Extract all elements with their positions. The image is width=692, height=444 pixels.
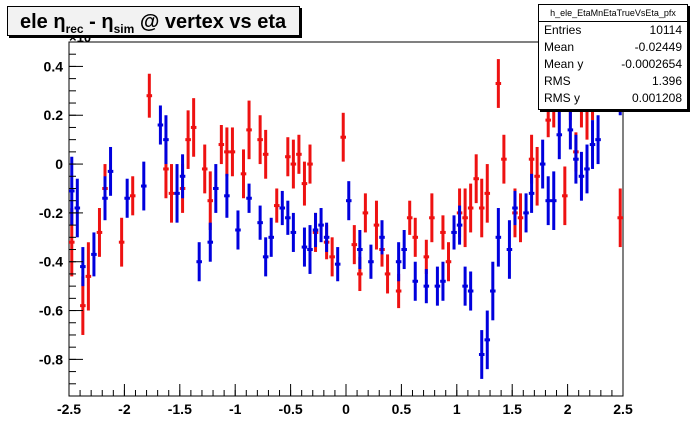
stats-label: RMS: [544, 74, 571, 88]
title-part1: ele: [20, 11, 54, 33]
stats-box: h_ele_EtaMnEtaTrueVsEta_pfx Entries 1011…: [538, 4, 688, 110]
x-tick-label: 0.5: [392, 401, 412, 417]
stats-label: Mean y: [544, 57, 584, 71]
stats-value: 10114: [649, 23, 682, 37]
x-tick-label: -2.5: [57, 401, 81, 417]
x-tick-label: 0: [342, 401, 350, 417]
axes: -2.5 -2 -1.5 -1 -0.5 0 0.5 1 1.5 2 2.5 -0.8 -0.6 -0.4…: [39, 41, 633, 417]
x-tick-label: 2: [564, 401, 572, 417]
stats-label: Mean: [544, 40, 575, 54]
stats-label: RMS y: [544, 91, 580, 105]
y-tick-label: -0.8: [39, 351, 63, 367]
stats-row-mean-y: Mean y -0.0002654: [539, 56, 687, 73]
title-sub-sim: sim: [113, 22, 135, 36]
stats-value: -0.02449: [634, 40, 682, 54]
data-series: [69, 59, 623, 379]
series-1: [69, 66, 623, 379]
x-tick-label: -1: [229, 401, 242, 417]
x-tick-label: -1.5: [168, 401, 192, 417]
y-tick-label: -0.6: [39, 303, 63, 319]
y-tick-label: 0.4: [44, 58, 64, 74]
stats-value: 0.001208: [631, 91, 682, 105]
stats-value: -0.0002654: [621, 57, 682, 71]
title-part2: -: [83, 11, 102, 33]
title-eta2: η: [101, 11, 114, 33]
y-tick-label: 0.2: [44, 107, 64, 123]
stats-histogram-name: h_ele_EtaMnEtaTrueVsEta_pfx: [539, 5, 687, 22]
stats-row-mean: Mean -0.02449: [539, 39, 687, 56]
x-tick-label: 1: [453, 401, 461, 417]
stats-row-rms: RMS 1.396: [539, 73, 687, 90]
y-tick-label: 0: [55, 156, 63, 172]
plot-title-box: ele ηrec - ηsim @ vertex vs eta: [7, 6, 300, 36]
stats-row-rms-y: RMS y 0.001208: [539, 90, 687, 107]
x-tick-label: -0.5: [279, 401, 303, 417]
plot-title: ele ηrec - ηsim @ vertex vs eta: [20, 11, 286, 36]
x-tick-label: 1.5: [502, 401, 522, 417]
stats-label: Entries: [544, 23, 582, 37]
y-tick-label: -0.2: [39, 205, 63, 221]
stats-value: 1.396: [651, 74, 682, 88]
x-tick-label: -2: [118, 401, 131, 417]
stats-row-entries: Entries 10114: [539, 22, 687, 39]
title-part3: @ vertex vs eta: [134, 11, 287, 33]
title-eta1: η: [53, 11, 66, 33]
y-tick-label: -0.4: [39, 254, 63, 270]
x-tick-label: 2.5: [613, 401, 633, 417]
title-sub-rec: rec: [65, 22, 84, 36]
